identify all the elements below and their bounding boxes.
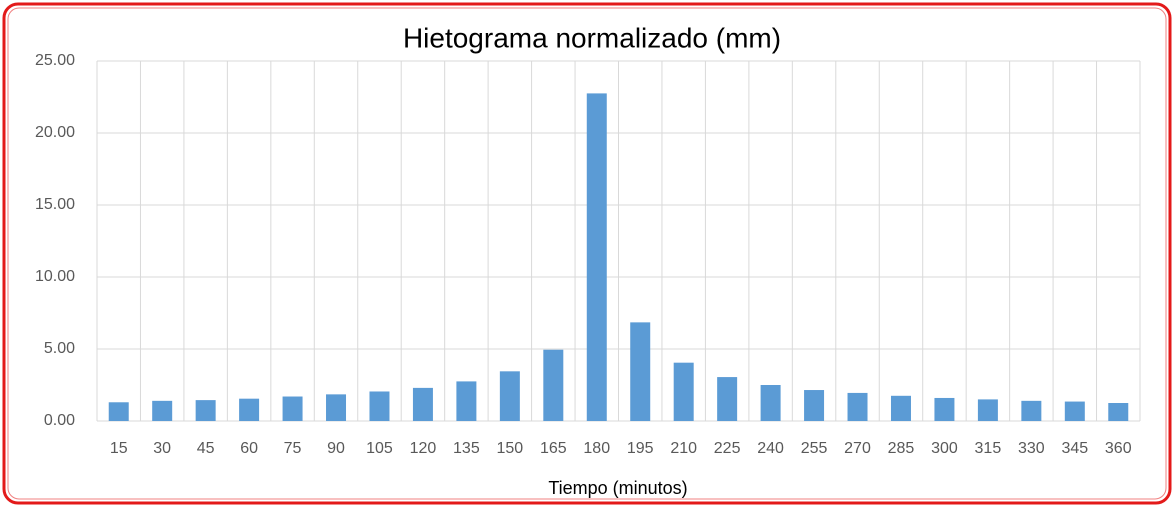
bar <box>152 400 173 421</box>
bar <box>847 392 868 421</box>
x-tick-label: 255 <box>801 440 828 457</box>
x-tick-label: 45 <box>197 440 215 457</box>
bar <box>1064 401 1085 421</box>
x-tick-label: 15 <box>110 440 128 457</box>
bar <box>543 349 564 421</box>
x-axis-label: Tiempo (minutos) <box>548 478 687 498</box>
x-tick-label: 300 <box>931 440 958 457</box>
x-tick-label: 150 <box>497 440 524 457</box>
x-tick-label: 285 <box>888 440 915 457</box>
y-tick-label: 15.00 <box>35 196 75 213</box>
bar <box>1108 403 1129 421</box>
bar <box>804 390 825 421</box>
bar <box>195 400 216 421</box>
bar <box>630 322 651 421</box>
bar <box>977 399 998 421</box>
bar <box>586 93 607 422</box>
x-tick-label: 135 <box>453 440 480 457</box>
chart-title: Hietograma normalizado (mm) <box>403 22 781 53</box>
bar <box>369 391 390 421</box>
y-tick-label: 10.00 <box>35 268 75 285</box>
x-tick-label: 330 <box>1018 440 1045 457</box>
bar <box>108 402 129 421</box>
bar <box>239 398 260 421</box>
x-tick-label: 165 <box>540 440 567 457</box>
x-tick-label: 75 <box>284 440 302 457</box>
x-tick-label: 240 <box>757 440 784 457</box>
x-tick-label: 210 <box>670 440 697 457</box>
x-tick-label: 345 <box>1061 440 1088 457</box>
x-tick-label: 120 <box>410 440 437 457</box>
x-tick-label: 225 <box>714 440 741 457</box>
x-tick-label: 90 <box>327 440 345 457</box>
y-tick-label: 5.00 <box>44 340 75 357</box>
x-tick-label: 195 <box>627 440 654 457</box>
x-tick-label: 60 <box>240 440 258 457</box>
x-tick-label: 315 <box>975 440 1002 457</box>
bar <box>934 397 955 421</box>
bar <box>412 387 433 421</box>
bar <box>890 395 911 421</box>
x-tick-label: 180 <box>583 440 610 457</box>
bar <box>1021 400 1042 421</box>
bar <box>673 362 694 421</box>
x-tick-label: 270 <box>844 440 871 457</box>
bar <box>456 381 477 421</box>
x-tick-label: 30 <box>153 440 171 457</box>
bar <box>717 377 738 421</box>
bar <box>282 396 303 421</box>
y-tick-label: 0.00 <box>44 412 75 429</box>
chart-frame-inner <box>7 7 1167 500</box>
bar <box>760 385 781 421</box>
y-tick-label: 20.00 <box>35 124 75 141</box>
x-tick-label: 360 <box>1105 440 1132 457</box>
y-tick-label: 25.00 <box>35 52 75 69</box>
bar <box>499 371 520 421</box>
bar <box>326 394 347 421</box>
x-tick-label: 105 <box>366 440 393 457</box>
